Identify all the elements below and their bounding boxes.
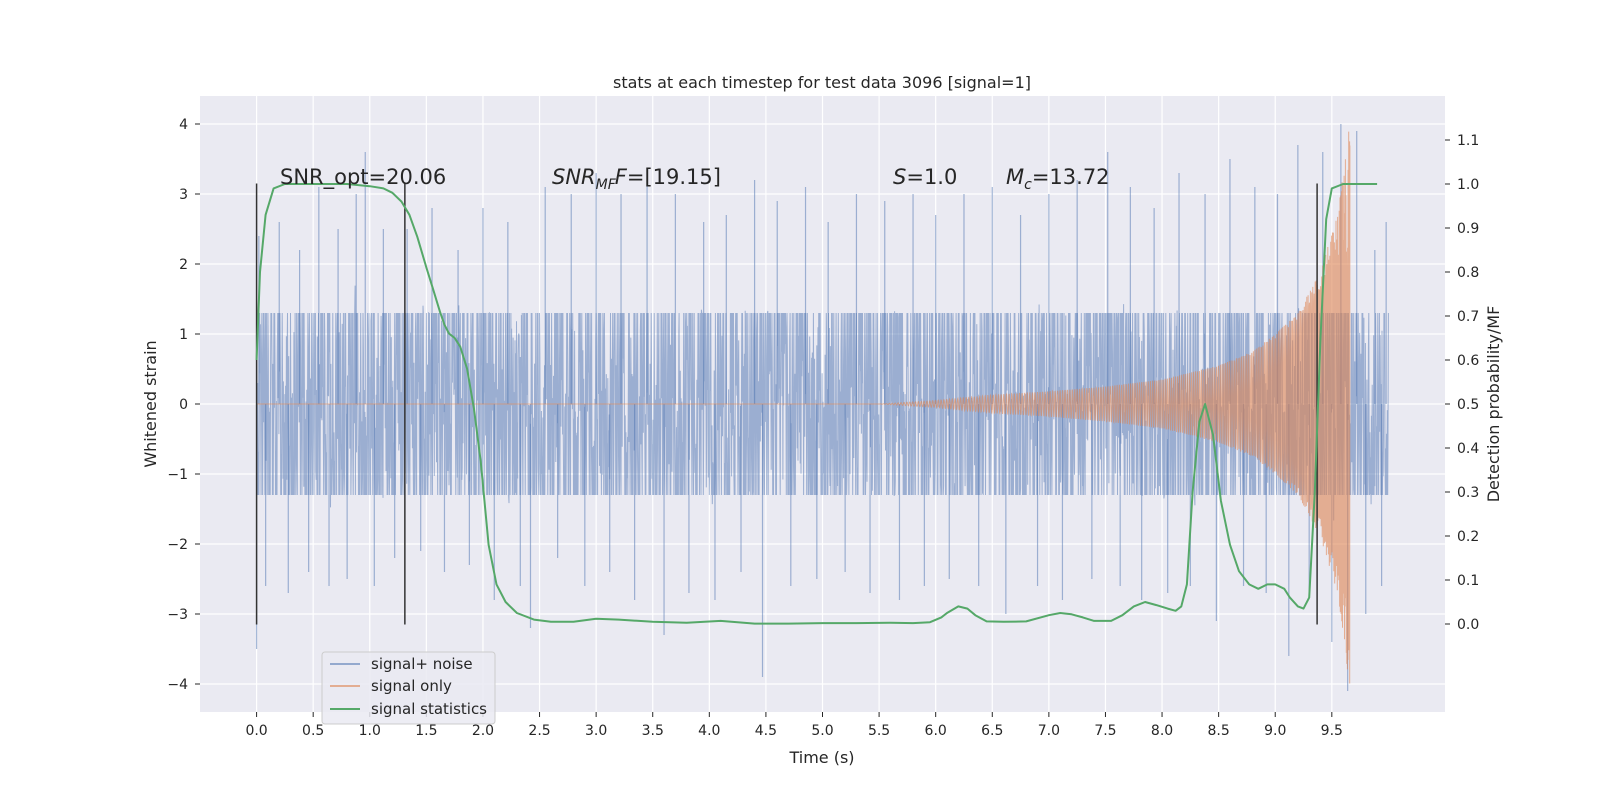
annotation-mc-main: M [1006, 165, 1024, 189]
y-right-axis-label: Detection probability/MF [1484, 306, 1503, 503]
annotation-snr-mf: SNRMFF=[19.15] [552, 165, 721, 193]
signal-trace [256, 131, 1351, 684]
y-right-tick-label: 0.2 [1457, 529, 1479, 545]
x-tick-label: 0.5 [302, 723, 324, 739]
series-signal-only [256, 131, 1351, 684]
noise-trace [256, 285, 1389, 521]
y-right-tick-label: 0.8 [1457, 265, 1479, 281]
y-tick-label: −2 [167, 537, 188, 553]
legend-label-noise: signal+ noise [371, 655, 473, 673]
annotation-s-value: =1.0 [906, 165, 957, 189]
x-tick-label: 7.5 [1094, 723, 1116, 739]
annotation-snr-opt: SNR_opt=20.06 [280, 165, 446, 190]
chart-title: stats at each timestep for test data 309… [613, 73, 1031, 92]
y-tick-label: 2 [179, 257, 188, 273]
annotation-snr-mf-sub: MF [596, 177, 617, 193]
x-tick-label: 5.5 [868, 723, 890, 739]
y-right-tick-label: 1.0 [1457, 177, 1479, 193]
x-tick-label: 6.5 [981, 723, 1003, 739]
x-tick-label: 1.0 [359, 723, 381, 739]
annotation-s: S=1.0 [893, 165, 957, 189]
x-tick-label: 8.5 [1208, 723, 1230, 739]
annotation-snr-mf-main: SNR [552, 165, 596, 189]
x-tick-labels: 0.0 0.5 1.0 1.5 2.0 2.5 3.0 3.5 4.0 4.5 5.0 5.5 6.0 6… [245, 712, 1343, 739]
x-tick-label: 9.0 [1264, 723, 1286, 739]
legend: signal+ noise signal only signal statist… [321, 651, 496, 725]
annotation-mc: Mc=13.72 [1006, 165, 1110, 193]
x-tick-label: 2.0 [472, 723, 494, 739]
y-tick-label: −1 [167, 467, 188, 483]
x-tick-label: 6.0 [925, 723, 947, 739]
y-right-tick-label: 1.1 [1457, 133, 1479, 149]
x-tick-label: 8.0 [1151, 723, 1173, 739]
y-right-tick-labels: 1.1 1.0 0.9 0.8 0.7 0.6 0.5 0.4 0.3 0.2 0.1 0.0 [1445, 133, 1479, 633]
y-axis-label: Whitened strain [141, 340, 160, 467]
y-right-tick-label: 0.6 [1457, 353, 1479, 369]
legend-label-stats: signal statistics [371, 700, 487, 718]
y-right-tick-label: 0.7 [1457, 309, 1479, 325]
x-tick-label: 3.0 [585, 723, 607, 739]
x-tick-label: 1.5 [415, 723, 437, 739]
x-tick-label: 5.0 [811, 723, 833, 739]
annotation-mc-value: =13.72 [1032, 165, 1110, 189]
x-tick-label: 9.5 [1321, 723, 1343, 739]
y-tick-label: −3 [167, 607, 188, 623]
y-right-tick-label: 0.9 [1457, 221, 1479, 237]
x-tick-label: 2.5 [528, 723, 550, 739]
y-right-tick-label: 0.0 [1457, 617, 1479, 633]
legend-label-signal: signal only [371, 677, 452, 695]
x-tick-label: 7.0 [1038, 723, 1060, 739]
y-right-tick-label: 0.4 [1457, 441, 1479, 457]
x-tick-label: 0.0 [245, 723, 267, 739]
y-tick-label: 4 [179, 117, 188, 133]
y-tick-label: 0 [179, 397, 188, 413]
y-right-tick-label: 0.3 [1457, 485, 1479, 501]
x-tick-label: 3.5 [642, 723, 664, 739]
y-tick-label: −4 [167, 677, 188, 693]
series-signal-statistics [255, 183, 1378, 625]
y-tick-label: 3 [179, 187, 188, 203]
y-right-tick-label: 0.1 [1457, 573, 1479, 589]
x-tick-label: 4.5 [755, 723, 777, 739]
y-right-tick-label: 0.5 [1457, 397, 1479, 413]
x-axis-label: Time (s) [788, 748, 854, 767]
annotation-snr-mf-f: F [615, 165, 628, 189]
y-tick-label: 1 [179, 327, 188, 343]
annotation-snr-mf-value: =[19.15] [627, 165, 721, 189]
x-tick-label: 4.0 [698, 723, 720, 739]
annotation-mc-sub: c [1024, 177, 1032, 193]
annotation-s-main: S [893, 165, 906, 189]
y-tick-labels: 4 3 2 1 0 −1 −2 −3 −4 [167, 117, 200, 693]
stats-line [255, 183, 1378, 625]
legend-box [321, 651, 496, 725]
